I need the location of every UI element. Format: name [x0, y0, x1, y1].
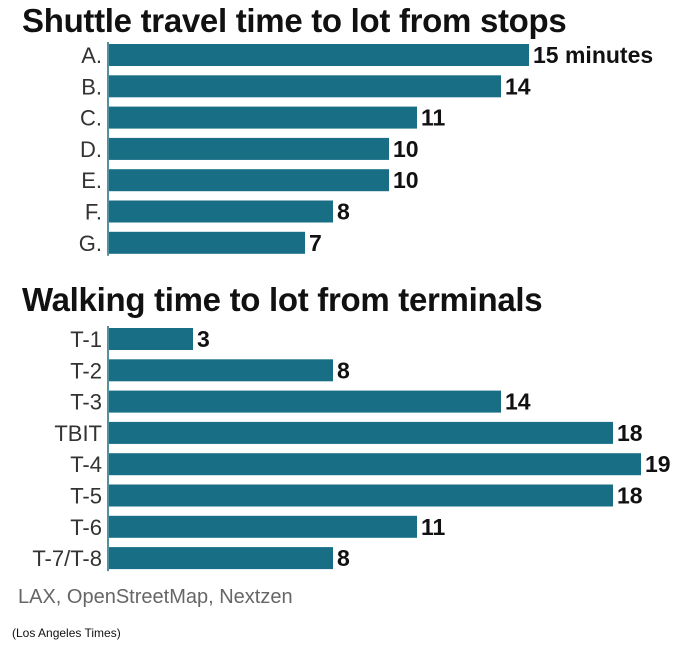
value-label: 19 — [645, 451, 671, 477]
bar — [109, 547, 333, 570]
credit-line: (Los Angeles Times) — [12, 626, 121, 640]
category-label: T-5 — [70, 484, 102, 509]
value-label: 18 — [617, 420, 643, 446]
bar — [109, 137, 389, 160]
bar — [109, 169, 389, 192]
category-label: T-2 — [70, 358, 102, 383]
bar — [109, 75, 501, 98]
category-label: E. — [81, 168, 102, 193]
category-label: D. — [80, 137, 102, 162]
value-label: 8 — [337, 199, 350, 225]
source-note: LAX, OpenStreetMap, Nextzen — [18, 586, 293, 608]
value-label: 8 — [337, 545, 350, 571]
bar — [109, 200, 333, 223]
value-label: 3 — [197, 326, 210, 352]
category-label: TBIT — [54, 421, 102, 446]
category-label: C. — [80, 106, 102, 131]
category-label: T-3 — [70, 390, 102, 415]
value-label: 8 — [337, 357, 350, 383]
category-label: T-1 — [70, 327, 102, 352]
category-label: T-7/T-8 — [32, 546, 102, 571]
category-label: B. — [81, 74, 102, 99]
chart-title-shuttle: Shuttle travel time to lot from stops — [22, 2, 567, 39]
value-label: 11 — [421, 514, 446, 540]
value-label: 10 — [393, 167, 419, 193]
value-label: 15 minutes — [533, 42, 653, 68]
category-label: T-6 — [70, 515, 102, 540]
bar — [109, 231, 305, 254]
value-label: 18 — [617, 483, 643, 509]
bar — [109, 106, 417, 129]
value-label: 14 — [505, 389, 531, 415]
bar — [109, 484, 613, 507]
category-label: T-4 — [70, 452, 102, 477]
walking-bar-chart: T-1 3 T-2 8 T-3 14 TBIT 18 T-4 19 T-5 18 T-6 11 T-7/T-… — [32, 326, 671, 572]
bar — [109, 390, 501, 413]
category-label: F. — [85, 200, 102, 225]
chart-title-walking: Walking time to lot from terminals — [22, 281, 543, 318]
value-label: 7 — [309, 230, 322, 256]
bar — [109, 421, 613, 444]
category-label: G. — [79, 231, 102, 256]
bar — [109, 44, 529, 66]
bar — [109, 359, 333, 382]
value-label: 14 — [505, 73, 531, 99]
shuttle-bar-chart: A. 15 minutes B. 14 C. 11 D. 10 E. 10 F. 8 G. 7 — [79, 42, 653, 256]
bar — [109, 453, 641, 476]
bar — [109, 515, 417, 538]
value-label: 10 — [393, 136, 419, 162]
category-label: A. — [81, 43, 102, 68]
value-label: 11 — [421, 105, 446, 131]
bar — [109, 328, 193, 350]
